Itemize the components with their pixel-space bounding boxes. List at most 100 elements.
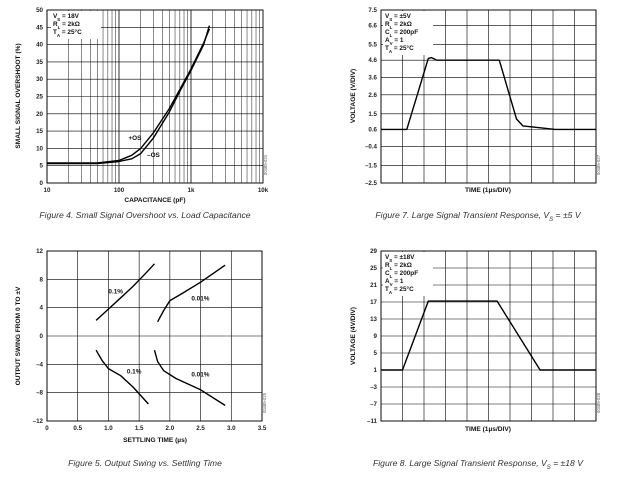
y-tick-label: 25 — [370, 265, 377, 272]
series-line-2 — [156, 264, 226, 323]
y-tick-label: 29 — [370, 248, 377, 255]
y-tick-label: 9 — [374, 333, 378, 340]
test-condition: VS = 18V — [53, 13, 80, 22]
y-tick-label: 21 — [370, 282, 377, 289]
conditions-box-bg — [383, 11, 433, 55]
x-tick-label: 1.0 — [104, 425, 113, 432]
y-tick-label: 2.6 — [368, 92, 377, 99]
x-tick-label: 0.5 — [73, 425, 82, 432]
y-tick-label: 45 — [36, 24, 43, 31]
x-tick-label: 1.5 — [135, 425, 144, 432]
y-tick-label: 1.5 — [368, 111, 377, 118]
x-tick-label: 100 — [114, 187, 125, 194]
series-line-2 — [47, 25, 211, 165]
y-tick-label: 10 — [36, 145, 43, 152]
chart-3: –12 –8 –4 0 4 8 12 0 0.5 1.0 1.5 2.0 2.5 3.0 3.5 SETTLI… — [15, 248, 267, 468]
x-tick-label: 0 — [45, 425, 49, 432]
y-tick-label: 25 — [36, 94, 43, 101]
test-condition: CL = 200pF — [385, 29, 418, 38]
plot-frame — [46, 250, 263, 422]
test-condition: RL = 2kΩ — [385, 262, 412, 271]
y-tick-label: 50 — [36, 7, 43, 14]
x-axis-label: SETTLING TIME (µs) — [123, 437, 187, 444]
plot-frame — [380, 9, 597, 184]
x-tick-label: 2.0 — [166, 425, 175, 432]
y-tick-label: 4.6 — [368, 57, 377, 64]
y-tick-label: 5.5 — [368, 42, 377, 49]
curve-annotation: +OS — [128, 135, 142, 142]
x-axis-label: CAPACITANCE (pF) — [124, 197, 185, 204]
curve-annotation: 0.01% — [191, 371, 209, 378]
x-tick-label: 1k — [188, 187, 195, 194]
conditions-box-bg — [383, 252, 433, 296]
series-line-1 — [47, 28, 211, 164]
y-tick-label: –11 — [367, 418, 378, 425]
series-line-4 — [153, 350, 226, 406]
x-axis-label: TIME (1µs/DIV) — [465, 426, 511, 433]
y-axis-label: VOLTAGE (V/DIV) — [350, 69, 357, 123]
y-tick-label: –12 — [33, 418, 44, 425]
chart-1: 0 5 10 15 20 25 30 35 40 45 50 10 100 1k 10k CAPACITANC… — [15, 7, 269, 220]
figure-caption: Figure 8. Large Signal Transient Respons… — [373, 458, 584, 471]
figure-code: 00485-027 — [596, 154, 601, 175]
y-tick-label: –1.5 — [365, 163, 378, 170]
x-tick-label: 10k — [258, 187, 269, 194]
x-tick-label: 10 — [44, 187, 51, 194]
y-tick-label: 20 — [36, 111, 43, 118]
y-tick-label: –7 — [370, 401, 377, 408]
series-line-1 — [381, 300, 596, 371]
y-tick-label: 15 — [36, 128, 43, 135]
curve-annotation: 0.1% — [127, 369, 142, 376]
y-tick-label: 6.6 — [368, 23, 377, 30]
y-tick-label: –3 — [370, 384, 377, 391]
x-tick-label: 3.5 — [258, 425, 267, 432]
y-tick-label: 12 — [36, 248, 43, 255]
chart-4: –11 –7 –3 1 5 9 13 17 21 25 29 TIME (1µs/DIV) VOLTAG… — [350, 248, 601, 471]
y-tick-label: 13 — [370, 316, 377, 323]
figure-code: 00485-025 — [262, 392, 267, 413]
y-axis-label: OUTPUT SWING FROM 0 TO ±V — [15, 286, 22, 385]
test-condition: AV = 1 — [385, 37, 404, 46]
x-tick-label: 2.5 — [196, 425, 205, 432]
plot-frame — [380, 250, 597, 422]
figure-code: 00485-028 — [596, 392, 601, 413]
test-condition: VS = ±5V — [385, 13, 412, 22]
figure-caption: Figure 7. Large Signal Transient Respons… — [375, 210, 581, 223]
y-tick-label: –0.4 — [365, 144, 378, 151]
test-condition: RL = 2kΩ — [53, 21, 80, 30]
y-tick-label: 0 — [40, 180, 44, 187]
plot-frame — [46, 9, 264, 184]
y-tick-label: 40 — [36, 42, 43, 49]
test-condition: TA = 25°C — [385, 44, 414, 54]
test-condition: TA = 25°C — [53, 28, 82, 38]
y-tick-label: 30 — [36, 76, 43, 83]
series-line-1 — [95, 263, 156, 321]
test-condition: TA = 25°C — [385, 285, 414, 295]
y-tick-label: 8 — [40, 276, 44, 283]
y-gridlines — [47, 250, 262, 422]
curve-annotation: 0.1% — [108, 289, 123, 296]
x-axis-label: TIME (1µs/DIV) — [465, 187, 511, 194]
test-condition: CL = 200pF — [385, 270, 418, 279]
curve-annotation: –OS — [147, 152, 161, 159]
y-tick-label: 0 — [40, 333, 44, 340]
y-tick-label: 17 — [370, 299, 377, 306]
figure-code: 00485-024 — [263, 154, 268, 175]
figure-caption: Figure 4. Small Signal Overshoot vs. Loa… — [39, 210, 250, 220]
y-tick-label: 4 — [40, 305, 44, 312]
y-tick-label: 0.6 — [368, 126, 377, 133]
series-line-1 — [381, 56, 596, 131]
y-tick-label: 5 — [40, 163, 44, 170]
y-tick-label: –2.5 — [365, 180, 378, 187]
y-tick-label: 1 — [374, 367, 378, 374]
y-tick-label: –8 — [36, 390, 43, 397]
chart-2: –2.5 –1.5 –0.4 0.6 1.5 2.6 3.6 4.6 5.5 6.6 7.5 TIME… — [350, 7, 601, 223]
y-tick-label: –4 — [36, 361, 43, 368]
x-tick-label: 3.0 — [227, 425, 236, 432]
conditions-box-bg — [51, 11, 101, 39]
y-tick-label: 35 — [36, 59, 43, 66]
y-tick-label: 7.5 — [368, 7, 377, 14]
series-line-3 — [95, 349, 149, 405]
test-condition: VS = ±18V — [385, 254, 415, 263]
